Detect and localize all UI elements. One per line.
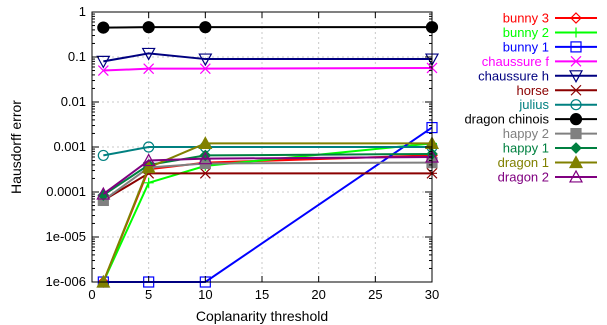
data-point-chaussure-h (198, 53, 213, 67)
data-point-dragon-chinois (199, 21, 212, 34)
legend-entry-chaussure-f: chaussure f (482, 54, 597, 69)
legend-label: horse (516, 83, 549, 98)
data-point-horse (199, 167, 211, 179)
legend-swatch-marker (570, 99, 582, 111)
legend-swatch-marker (570, 41, 582, 53)
legend-entry-julius: julius (518, 97, 597, 112)
legend-entry-dragon-chinois: dragon chinois (464, 112, 597, 127)
x-tick-label: 5 (145, 287, 152, 302)
y-tick-label: 0.01 (61, 94, 86, 109)
legend-entry-bunny-1: bunny 1 (503, 39, 597, 54)
series-line-chaussure-h (103, 52, 432, 63)
series-dragon-2 (96, 149, 440, 200)
legend-swatch-marker (568, 169, 584, 183)
data-point-dragon-2 (198, 151, 213, 165)
data-point-chaussure-h (96, 55, 111, 69)
data-point-dragon-chinois (97, 21, 110, 34)
legend-entry-dragon-1: dragon 1 (498, 155, 597, 170)
legend-entry-bunny-2: bunny 2 (503, 25, 597, 40)
x-tick-label: 15 (255, 287, 269, 302)
x-tick-label: 10 (198, 287, 212, 302)
legend-label: chaussure h (478, 68, 549, 83)
legend-swatch-marker (570, 142, 582, 154)
legend-entry-bunny-3: bunny 3 (503, 11, 597, 26)
series-chaussure-h (96, 47, 440, 69)
legend-swatch-marker (571, 27, 581, 38)
data-point-chaussure-h (141, 47, 156, 61)
series-chaussure-f (97, 62, 438, 76)
x-tick-label: 25 (368, 287, 382, 302)
legend-swatch-marker (569, 113, 583, 126)
axes: 0 5 10 15 20 25 30 1e-006 1e-005 0.0001 0.001 0.01 0… (46, 4, 440, 302)
y-tick-label: 1e-005 (46, 229, 86, 244)
series-line-julius (103, 146, 432, 157)
data-point-bunny-2 (143, 177, 154, 188)
x-tick-label: 20 (311, 287, 325, 302)
legend-entry-happy-1: happy 1 (503, 141, 597, 156)
legend-label: happy 1 (503, 141, 549, 156)
legend-swatch-marker (570, 128, 582, 140)
series-line-horse (102, 172, 432, 202)
y-tick-label: 0.1 (68, 49, 86, 64)
legend-label: bunny 1 (503, 39, 549, 54)
y-axis-title: Hausdorff error (8, 100, 24, 194)
legend-label: bunny 2 (503, 25, 549, 40)
y-tick-label: 0.001 (53, 139, 86, 154)
data-point-chaussure-f (199, 63, 211, 75)
legend-label: dragon chinois (464, 112, 549, 127)
x-tick-label: 30 (425, 287, 439, 302)
series-line-chaussure-f (103, 66, 433, 72)
legend-label: dragon 1 (498, 155, 549, 170)
y-tick-label: 1 (79, 4, 86, 19)
legend-entry-happy-2: happy 2 (503, 126, 597, 141)
legend-label: happy 2 (503, 126, 549, 141)
legend-entry-chaussure-h: chaussure h (478, 68, 597, 83)
legend-swatch-marker (568, 155, 584, 169)
data-point-dragon-chinois (142, 21, 155, 34)
data-point-chaussure-f (97, 65, 109, 76)
legend-swatch-marker (570, 84, 582, 96)
series-dragon-chinois (97, 21, 439, 34)
y-tick-label: 0.0001 (46, 184, 86, 199)
x-tick-label: 0 (88, 287, 95, 302)
legend-entry-horse: horse (516, 83, 597, 98)
legend-swatch-marker (568, 70, 584, 84)
data-point-dragon-1 (141, 160, 156, 174)
data-point-julius (143, 141, 155, 153)
y-tick-label: 1e-006 (46, 274, 86, 289)
series-line-dragon-1 (102, 142, 432, 283)
x-axis-title: Coplanarity threshold (196, 308, 328, 324)
series-line-happy-2 (102, 161, 433, 202)
legend-swatch-marker (570, 12, 582, 24)
data-point-julius (97, 149, 109, 162)
data-point-dragon-2 (96, 186, 111, 200)
series-line-dragon-2 (102, 155, 433, 195)
legend-entry-dragon-2: dragon 2 (498, 169, 597, 184)
legend-label: julius (518, 97, 549, 112)
legend-label: bunny 3 (503, 11, 549, 26)
series-dragon-1 (96, 136, 440, 288)
data-point-dragon-1 (198, 136, 213, 150)
data-point-dragon-2 (141, 153, 156, 167)
legend-label: dragon 2 (498, 169, 549, 184)
data-point-chaussure-f (143, 63, 155, 75)
legend-swatch-marker (570, 55, 582, 67)
legend-label: chaussure f (482, 54, 550, 69)
